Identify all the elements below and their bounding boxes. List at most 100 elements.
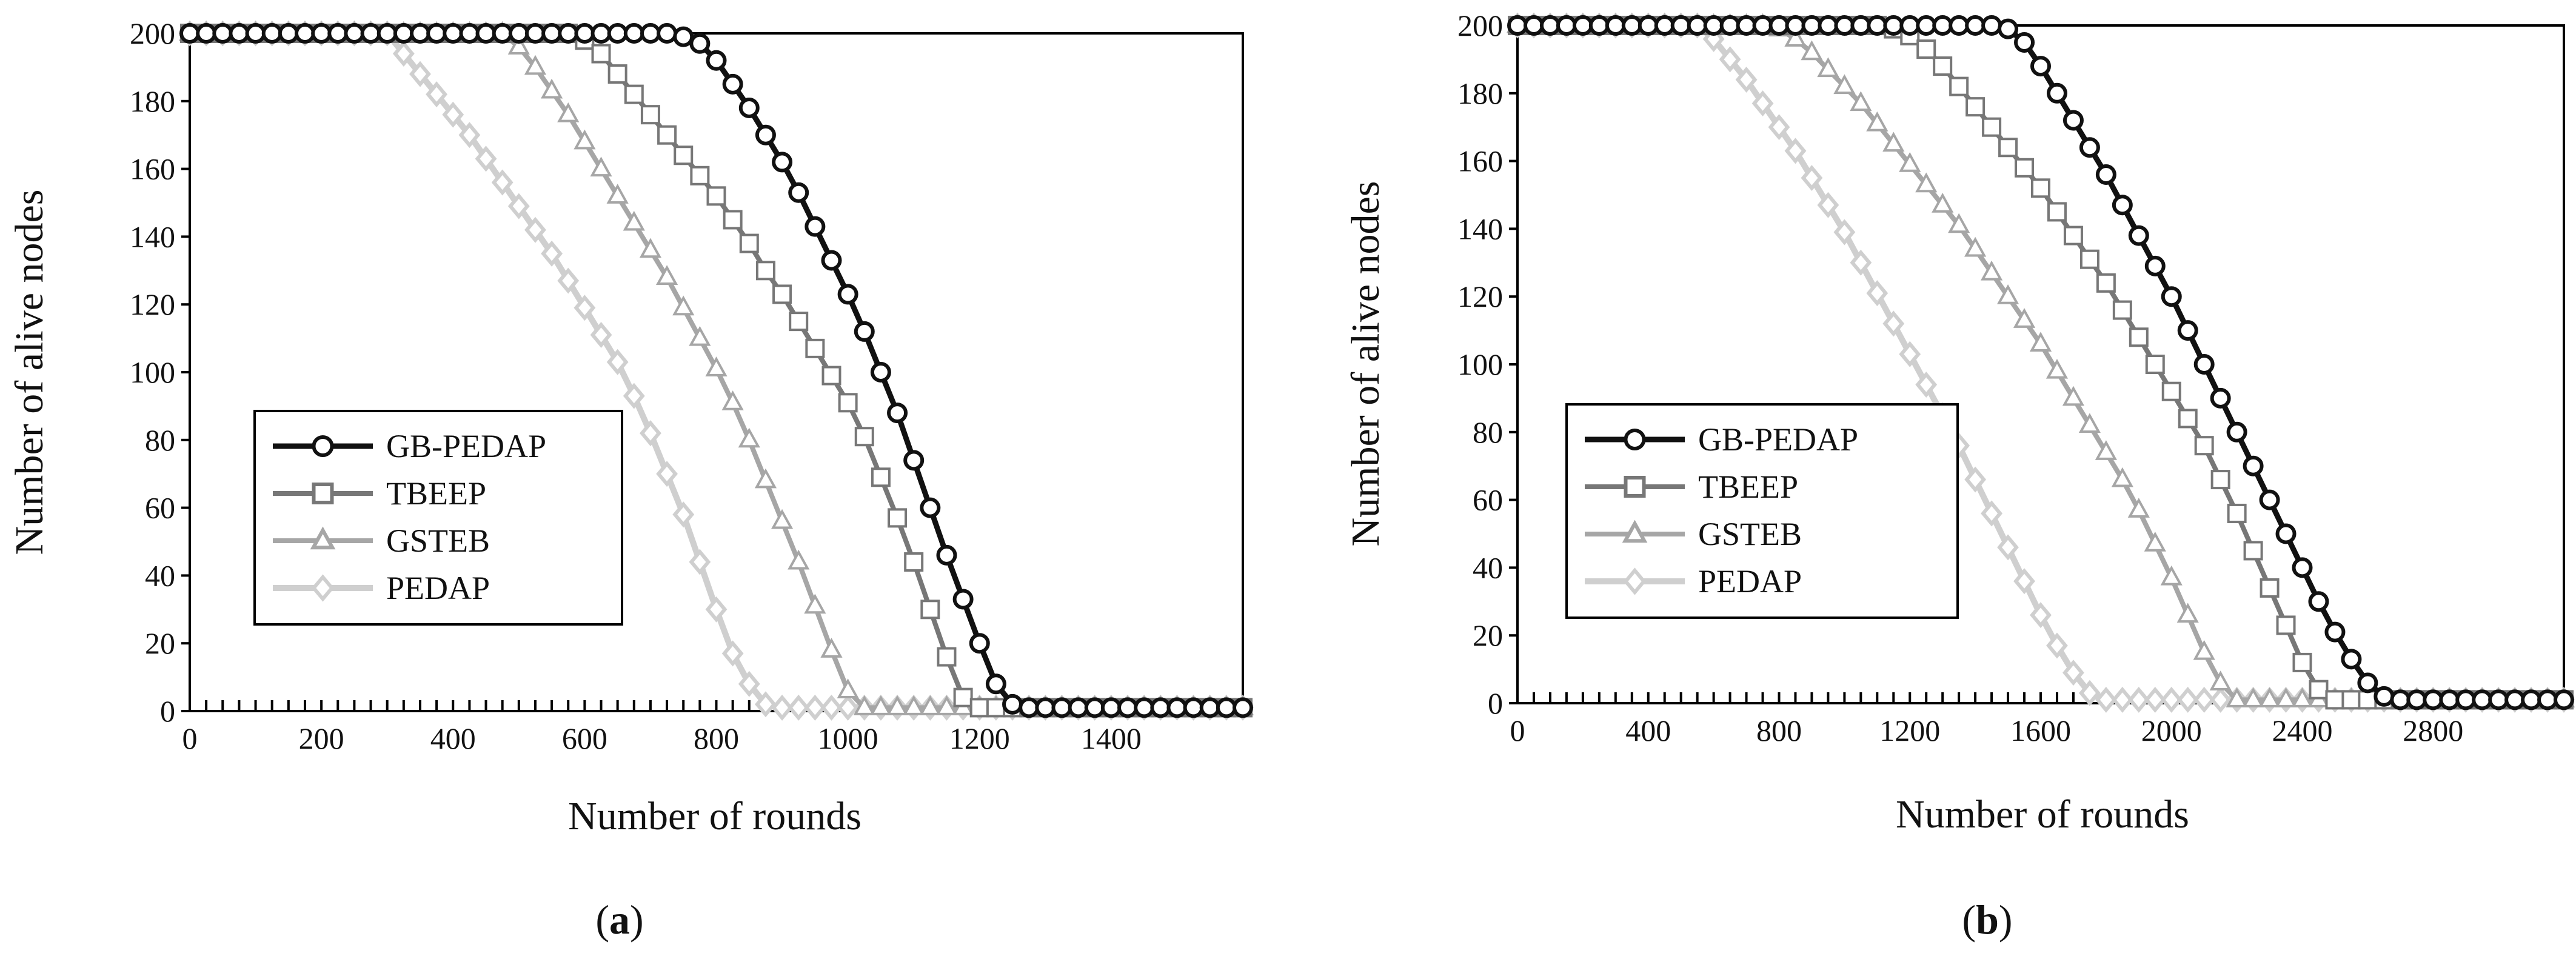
data-point-a-gb-pedap: [1233, 697, 1253, 718]
data-point-b-gb-pedap: [2292, 557, 2313, 578]
data-point-a-gb-pedap: [837, 284, 858, 305]
data-point-a-pedap: [705, 596, 728, 623]
x-tick-label-a-800: 800: [694, 721, 739, 755]
data-point-a-gb-pedap: [475, 23, 497, 44]
data-point-b-gb-pedap: [2014, 32, 2035, 53]
data-point-b-pedap: [1899, 341, 1921, 367]
data-point-a-tbeep: [607, 64, 627, 84]
data-point-a-gb-pedap: [887, 403, 908, 424]
data-point-b-gb-pedap: [1719, 15, 1741, 36]
data-point-a-gb-pedap: [870, 362, 891, 383]
data-point-a-gb-pedap: [936, 544, 957, 566]
data-point-a-gsteb: [738, 427, 760, 448]
data-point-b-tbeep: [2047, 202, 2067, 222]
legend-label-a-pedap: PEDAP: [386, 570, 490, 606]
y-tick-label-a-160: 160: [130, 152, 175, 186]
data-point-a-gb-pedap: [459, 23, 480, 44]
y-tick-label-b-20: 20: [1473, 618, 1503, 652]
data-point-a-gb-pedap: [574, 23, 595, 44]
data-point-a-tbeep: [772, 284, 792, 304]
data-point-a-gb-pedap: [903, 450, 925, 471]
data-point-b-tbeep: [2309, 680, 2329, 700]
data-point-a-pedap: [640, 420, 661, 447]
data-point-a-gb-pedap: [1084, 697, 1105, 718]
data-point-a-pedap: [804, 694, 826, 721]
data-point-b-gsteb: [1817, 57, 1839, 78]
data-point-b-gb-pedap: [2455, 689, 2477, 710]
data-point-a-gb-pedap: [772, 152, 793, 173]
data-point-b-gb-pedap: [1834, 15, 1855, 36]
data-point-a-gb-pedap: [261, 23, 283, 44]
data-point-a-gb-pedap: [1068, 697, 1089, 718]
data-point-b-gb-pedap: [2275, 523, 2297, 544]
legend-marker-a-pedap: [311, 574, 335, 602]
legend-marker-a-tbeep: [312, 483, 334, 504]
data-point-a-gb-pedap: [196, 23, 217, 44]
data-point-a-tbeep: [805, 338, 825, 358]
data-point-b-gsteb: [2291, 687, 2313, 707]
x-tick-label-b-400: 400: [1625, 713, 1671, 747]
data-point-b-pedap: [2209, 686, 2232, 713]
data-point-b-tbeep: [2112, 300, 2132, 320]
data-point-a-gb-pedap: [1199, 697, 1220, 718]
data-point-b-gsteb: [1981, 260, 2003, 281]
data-point-a-gsteb: [524, 55, 547, 75]
data-point-a-pedap: [475, 145, 497, 172]
data-point-b-gsteb: [2226, 687, 2248, 707]
data-point-b-gsteb: [2029, 332, 2052, 352]
data-point-a-pedap: [656, 461, 678, 487]
x-tick-label-a-400: 400: [430, 721, 476, 755]
data-point-a-gsteb: [606, 184, 629, 204]
data-point-b-gsteb: [2275, 687, 2297, 707]
y-tick-label-a-60: 60: [145, 491, 175, 525]
data-point-b-tbeep: [2341, 690, 2361, 710]
legend-marker-a-gsteb: [310, 526, 336, 550]
data-point-b-tbeep: [2276, 615, 2296, 635]
data-point-b-gsteb: [2078, 413, 2101, 433]
data-point-b-gb-pedap: [1670, 15, 1691, 36]
data-point-a-gsteb: [639, 238, 662, 258]
data-point-a-tbeep: [920, 600, 940, 620]
data-point-b-gb-pedap: [2079, 137, 2100, 158]
data-point-a-gb-pedap: [508, 23, 529, 44]
x-tick-label-a-0: 0: [182, 721, 198, 755]
data-point-a-gb-pedap: [212, 23, 233, 44]
data-point-b-gb-pedap: [1556, 15, 1577, 36]
data-point-a-tbeep: [755, 261, 775, 281]
y-tick-label-b-160: 160: [1457, 144, 1503, 178]
data-point-b-tbeep: [2063, 226, 2083, 246]
data-point-b-tbeep: [2358, 690, 2378, 710]
data-point-b-gsteb: [2062, 386, 2085, 406]
data-point-a-gsteb: [672, 295, 695, 316]
data-point-a-gb-pedap: [229, 23, 250, 44]
data-point-a-gb-pedap: [1134, 697, 1155, 718]
data-point-b-tbeep: [2194, 436, 2214, 456]
data-point-a-gb-pedap: [360, 23, 381, 44]
data-point-b-gb-pedap: [2439, 689, 2460, 710]
y-tick-label-b-200: 200: [1457, 8, 1503, 42]
data-point-a-tbeep: [723, 210, 743, 230]
data-point-a-pedap: [458, 122, 481, 149]
data-point-b-tbeep: [1965, 97, 1986, 117]
data-point-b-pedap: [1915, 372, 1938, 398]
data-point-b-gb-pedap: [1588, 15, 1610, 36]
legend-label-b-tbeep: TBEEP: [1698, 469, 1798, 505]
data-point-b-pedap: [2111, 686, 2133, 713]
data-point-b-gsteb: [1932, 193, 1954, 213]
data-point-a-gsteb: [507, 35, 530, 55]
data-point-b-gb-pedap: [2554, 689, 2574, 710]
legend-label-b-gb-pedap: GB-PEDAP: [1698, 421, 1858, 458]
chart-panel-b: 0 20 40 60 80 100 120 140 160 180 200 0 400 800 1200 16…: [1288, 0, 2575, 959]
chart-a-svg: 0 20 40 60 80 100 120 140 160 180 200 0 200 400 600 800…: [7, 16, 1254, 838]
data-point-b-gsteb: [2013, 308, 2036, 328]
data-point-a-gb-pedap: [245, 23, 266, 44]
data-point-a-gb-pedap: [755, 124, 776, 145]
data-point-b-gb-pedap: [1785, 15, 1806, 36]
data-point-b-gb-pedap: [2423, 689, 2444, 710]
data-point-b-gb-pedap: [1981, 15, 2002, 36]
data-point-b-gb-pedap: [1883, 15, 1904, 36]
data-point-a-gsteb: [557, 102, 580, 122]
data-point-b-gb-pedap: [2161, 286, 2182, 307]
x-tick-label-b-2000: 2000: [2141, 713, 2202, 747]
data-point-b-gsteb: [2209, 670, 2232, 690]
